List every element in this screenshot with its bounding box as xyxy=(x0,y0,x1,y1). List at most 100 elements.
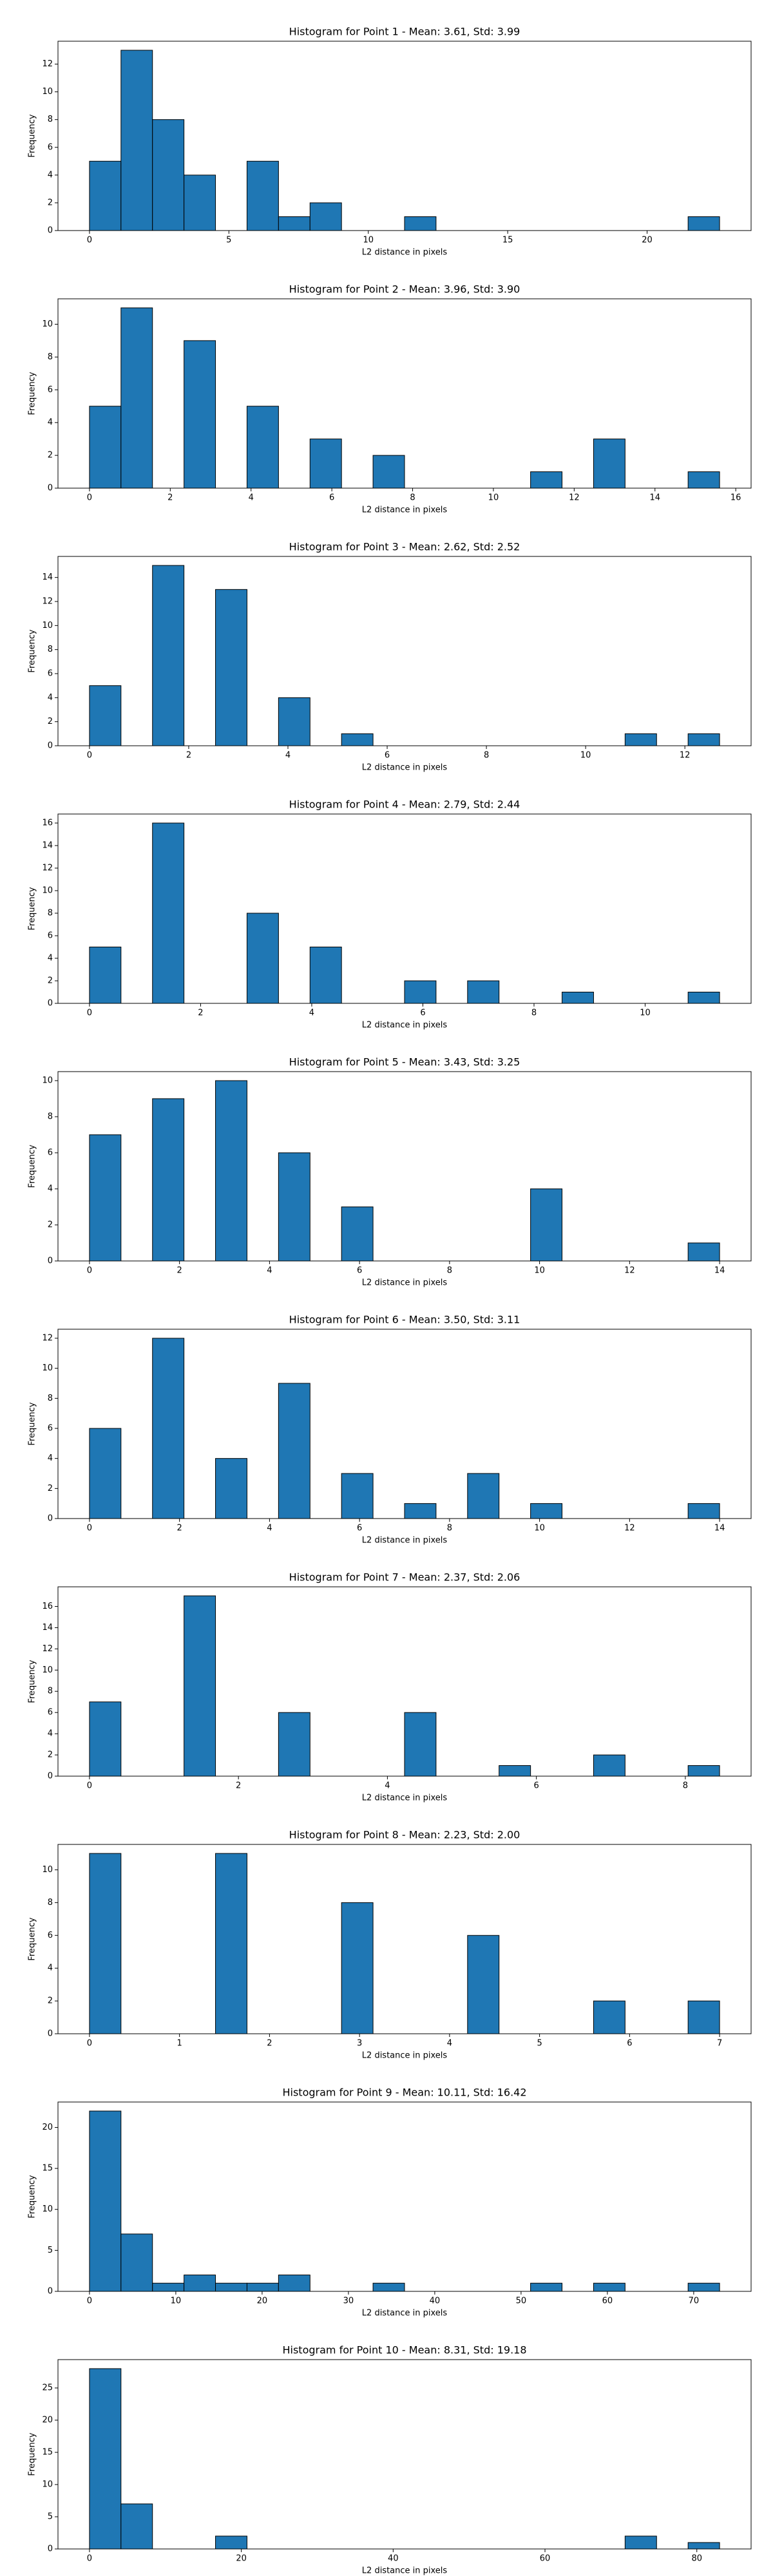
x-tick-label: 8 xyxy=(531,1009,537,1018)
subplot: Histogram for Point 2 - Mean: 3.96, Std:… xyxy=(28,283,752,515)
histogram-bar xyxy=(120,2503,153,2550)
histogram-bar xyxy=(278,1712,310,1777)
histogram-bar xyxy=(215,1080,247,1262)
histogram-bar xyxy=(278,1383,310,1519)
histogram-bar xyxy=(89,1134,122,1262)
x-tick-label: 6 xyxy=(329,493,334,503)
x-tick-label: 20 xyxy=(642,236,653,245)
x-tick-label: 0 xyxy=(87,1524,92,1533)
x-tick-label: 4 xyxy=(285,751,291,761)
x-tick-label: 0 xyxy=(87,1781,92,1791)
histogram-bar xyxy=(152,119,185,231)
y-tick-label: 2 xyxy=(48,1484,53,1493)
x-tick-label: 2 xyxy=(177,1524,182,1533)
axes-frame xyxy=(57,298,752,489)
x-tick-label: 7 xyxy=(717,2039,722,2049)
x-axis-label: L2 distance in pixels xyxy=(362,2566,448,2576)
x-tick-label: 14 xyxy=(714,1524,725,1533)
y-tick-label: 0 xyxy=(48,484,53,493)
x-tick-label: 80 xyxy=(691,2554,702,2564)
x-tick-label: 6 xyxy=(385,751,390,761)
x-axis-label: L2 distance in pixels xyxy=(362,1794,448,1803)
x-tick-label: 0 xyxy=(87,2297,92,2306)
y-tick-label: 6 xyxy=(48,385,53,395)
chart-title: Histogram for Point 7 - Mean: 2.37, Std:… xyxy=(289,1571,520,1584)
histogram-bar xyxy=(246,160,279,231)
chart-title: Histogram for Point 9 - Mean: 10.11, Std… xyxy=(282,2087,526,2099)
y-tick-label: 4 xyxy=(48,1454,53,1463)
x-tick-label: 10 xyxy=(534,1524,545,1533)
y-tick-label: 25 xyxy=(42,2383,53,2393)
chart-title: Histogram for Point 3 - Mean: 2.62, Std:… xyxy=(289,541,520,553)
x-tick-label: 0 xyxy=(87,1009,92,1018)
y-tick-label: 10 xyxy=(42,1363,53,1373)
histogram-bar xyxy=(152,565,185,746)
x-tick-label: 14 xyxy=(649,493,660,503)
y-tick-label: 0 xyxy=(48,1772,53,1781)
x-tick-label: 6 xyxy=(627,2039,632,2049)
histogram-bar xyxy=(215,589,247,746)
y-tick-label: 10 xyxy=(42,2480,53,2490)
x-tick-label: 4 xyxy=(385,1781,390,1791)
histogram-bar xyxy=(341,1473,374,1519)
x-tick-label: 4 xyxy=(249,493,254,503)
x-axis-label: L2 distance in pixels xyxy=(362,248,448,258)
y-tick-label: 0 xyxy=(48,1514,53,1524)
y-tick-label: 10 xyxy=(42,87,53,97)
y-tick-label: 4 xyxy=(48,1184,53,1194)
y-tick-label: 10 xyxy=(42,1865,53,1875)
y-tick-label: 20 xyxy=(42,2123,53,2132)
y-tick-label: 10 xyxy=(42,1076,53,1086)
axes-frame xyxy=(57,1071,752,1262)
y-tick-label: 15 xyxy=(42,2448,53,2458)
histogram-bar xyxy=(687,216,720,231)
y-tick-label: 10 xyxy=(42,1665,53,1675)
x-tick-label: 2 xyxy=(186,751,191,761)
x-tick-label: 40 xyxy=(388,2554,399,2564)
x-tick-label: 2 xyxy=(177,1266,182,1276)
histogram-bar xyxy=(89,1428,122,1519)
histogram-bar xyxy=(89,160,122,231)
histogram-bar xyxy=(467,1935,500,2034)
x-tick-label: 8 xyxy=(484,751,489,761)
x-tick-label: 2 xyxy=(198,1009,203,1018)
histogram-bar xyxy=(89,406,122,489)
histogram-bar xyxy=(341,733,374,746)
histogram-bar xyxy=(246,406,279,489)
y-tick-label: 6 xyxy=(48,142,53,152)
y-tick-label: 6 xyxy=(48,931,53,941)
y-tick-label: 15 xyxy=(42,2164,53,2174)
histogram-bar xyxy=(593,2282,625,2292)
x-tick-label: 10 xyxy=(363,236,374,245)
y-tick-label: 10 xyxy=(42,886,53,896)
histogram-bar xyxy=(687,2282,720,2292)
x-tick-label: 10 xyxy=(640,1009,651,1018)
y-tick-label: 8 xyxy=(48,909,53,918)
x-tick-label: 10 xyxy=(580,751,591,761)
histogram-bar xyxy=(530,1503,563,1519)
x-tick-label: 0 xyxy=(87,1266,92,1276)
y-axis-label: Frequency xyxy=(28,2432,37,2476)
histogram-bar xyxy=(152,1098,185,1262)
axes-frame xyxy=(57,1586,752,1777)
y-axis-label: Frequency xyxy=(28,1144,37,1188)
histogram-bar xyxy=(687,733,720,746)
x-axis-label: L2 distance in pixels xyxy=(362,1536,448,1546)
histogram-bar xyxy=(184,340,216,489)
y-tick-label: 2 xyxy=(48,451,53,460)
x-axis-label: L2 distance in pixels xyxy=(362,1021,448,1030)
y-tick-label: 0 xyxy=(48,2544,53,2554)
y-tick-label: 6 xyxy=(48,1148,53,1158)
histogram-bar xyxy=(184,1595,216,1777)
x-tick-label: 0 xyxy=(87,751,92,761)
y-tick-label: 2 xyxy=(48,717,53,726)
histogram-bar xyxy=(467,1473,500,1519)
x-tick-label: 8 xyxy=(683,1781,688,1791)
y-tick-label: 12 xyxy=(42,597,53,607)
x-tick-label: 12 xyxy=(680,751,691,761)
histogram-bar xyxy=(593,2000,625,2034)
x-tick-label: 5 xyxy=(537,2039,542,2049)
histogram-bar xyxy=(152,822,185,1004)
x-tick-label: 3 xyxy=(357,2039,362,2049)
y-tick-label: 6 xyxy=(48,669,53,679)
